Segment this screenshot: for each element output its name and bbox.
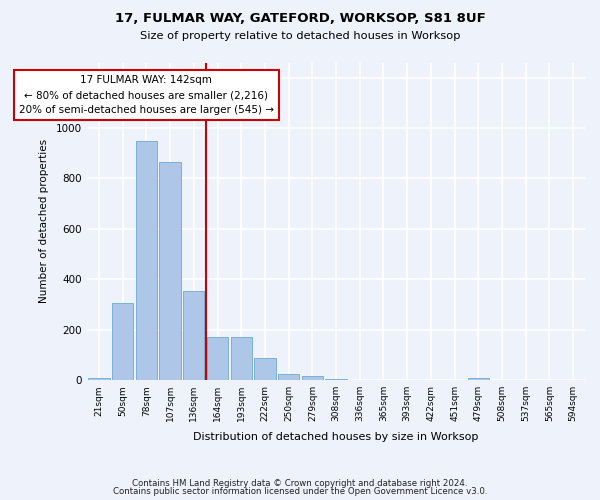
Text: Contains public sector information licensed under the Open Government Licence v3: Contains public sector information licen… (113, 488, 487, 496)
Bar (88, 378, 110, 380)
Text: 17 FULMAR WAY: 142sqm
← 80% of detached houses are smaller (2,216)
20% of semi-d: 17 FULMAR WAY: 142sqm ← 80% of detached … (19, 76, 274, 115)
Bar (325, 379, 347, 380)
Text: 17, FULMAR WAY, GATEFORD, WORKSOP, S81 8UF: 17, FULMAR WAY, GATEFORD, WORKSOP, S81 8… (115, 12, 485, 26)
Bar (183, 290, 205, 380)
Bar (112, 304, 133, 380)
Bar (254, 358, 275, 380)
Bar (230, 338, 252, 380)
Bar (160, 162, 181, 380)
Bar (302, 376, 323, 380)
Text: Contains HM Land Registry data © Crown copyright and database right 2024.: Contains HM Land Registry data © Crown c… (132, 478, 468, 488)
Y-axis label: Number of detached properties: Number of detached properties (39, 140, 49, 304)
Bar (467, 378, 489, 380)
Text: Size of property relative to detached houses in Worksop: Size of property relative to detached ho… (140, 31, 460, 41)
Bar (278, 374, 299, 380)
Bar (136, 140, 157, 380)
Bar (207, 338, 228, 380)
X-axis label: Distribution of detached houses by size in Worksop: Distribution of detached houses by size … (193, 432, 479, 442)
